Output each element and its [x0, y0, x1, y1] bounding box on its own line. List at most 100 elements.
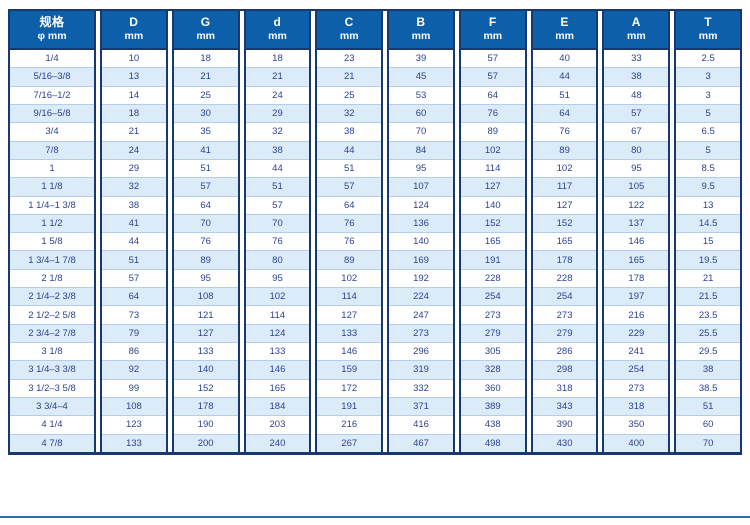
table-cell: 44 [245, 159, 310, 179]
table-cell: 107 [389, 178, 453, 197]
spec-table: 规格 φ mm 1/4 5/16–3/8 7/16–1/2 9/16–5/8 3/4 7/8 1… [8, 9, 743, 455]
table-cell: 14 [102, 86, 166, 105]
table-cell: 146 [245, 361, 310, 380]
table-cell: 389 [460, 397, 525, 417]
table-cell: 286 [532, 343, 597, 362]
table-cell: 254 [604, 361, 669, 380]
table-cell: 169 [389, 251, 453, 270]
table-cell: 60 [676, 416, 741, 435]
table-cell: 57 [460, 68, 525, 87]
table-cell: 32 [102, 178, 166, 197]
table-cell: 89 [460, 123, 525, 142]
table-cell: 73 [102, 306, 166, 325]
table-cell: 122 [604, 196, 669, 215]
table-cell: 23.5 [676, 306, 741, 325]
table-cell: 33 [604, 50, 669, 69]
table-cell: 51 [102, 251, 166, 270]
table-cell: 5 [676, 141, 741, 160]
table-cell: 21.5 [676, 288, 741, 307]
table-cell: 133 [102, 434, 166, 452]
table-cell: 25 [173, 86, 238, 105]
table-cell: 44 [102, 233, 166, 252]
spec-cell: 3 1/8 [10, 343, 94, 362]
table-cell: 32 [245, 123, 310, 142]
table-cell: 192 [389, 269, 453, 289]
table-cell: 197 [604, 288, 669, 307]
table-cell: 45 [389, 68, 453, 87]
spec-cell: 2 1/2–2 5/8 [10, 306, 94, 325]
spec-cell: 7/16–1/2 [10, 86, 94, 105]
table-cell: 32 [317, 104, 382, 124]
column-header-label: d [273, 15, 282, 30]
table-cell: 3 [676, 86, 741, 105]
table-cell: 24 [102, 141, 166, 160]
spec-cell: 2 1/8 [10, 269, 94, 289]
table-cell: 5 [676, 104, 741, 124]
table-cell: 140 [460, 196, 525, 215]
table-cell: 86 [102, 343, 166, 362]
table-cell: 159 [317, 361, 382, 380]
table-cell: 19.5 [676, 251, 741, 270]
table-cell: 400 [604, 434, 669, 452]
column-header-unit: mm [339, 30, 359, 43]
table-cell: 241 [604, 343, 669, 362]
table-cell: 254 [460, 288, 525, 307]
spec-cell: 3 1/4–3 3/8 [10, 361, 94, 380]
table-cell: 57 [245, 196, 310, 215]
table-cell: 51 [245, 178, 310, 197]
table-cell: 390 [532, 416, 597, 435]
table-cell: 10 [102, 50, 166, 69]
table-cell: 57 [317, 178, 382, 197]
table-cell: 39 [389, 50, 453, 69]
table-cell: 80 [245, 251, 310, 270]
table-cell: 80 [604, 141, 669, 160]
table-cell: 127 [173, 324, 238, 343]
table-cell: 38.5 [676, 379, 741, 398]
table-cell: 191 [460, 251, 525, 270]
table-cell: 70 [676, 434, 741, 452]
spec-cell: 1 3/4–1 7/8 [10, 251, 94, 270]
table-cell: 53 [389, 86, 453, 105]
table-cell: 89 [532, 141, 597, 160]
table-cell: 165 [532, 233, 597, 252]
spec-cell: 4 1/4 [10, 416, 94, 435]
table-cell: 332 [389, 379, 453, 398]
table-cell: 3 [676, 68, 741, 87]
table-cell: 41 [102, 214, 166, 234]
table-cell: 273 [532, 306, 597, 325]
column-header-unit: mm [698, 30, 718, 43]
table-cell: 137 [604, 214, 669, 234]
column-panel-3: d mm 18 21 24 29 32 38 44 51 57 70 76 80 95 102 114 124 13… [243, 11, 312, 452]
table-cell: 467 [389, 434, 453, 452]
table-cell: 95 [173, 269, 238, 289]
table-cell: 89 [173, 251, 238, 270]
table-cell: 273 [460, 306, 525, 325]
table-cell: 108 [102, 397, 166, 417]
column-header-unit: mm [124, 30, 144, 43]
table-cell: 13 [676, 196, 741, 215]
table-cell: 79 [102, 324, 166, 343]
table-cell: 191 [317, 397, 382, 417]
table-cell: 136 [389, 214, 453, 234]
column-header-label: G [200, 15, 211, 30]
table-cell: 133 [317, 324, 382, 343]
column-header-unit: mm [555, 30, 574, 43]
spec-cell: 9/16–5/8 [10, 104, 94, 124]
table-cell: 102 [460, 141, 525, 160]
table-cell: 14.5 [676, 214, 741, 234]
table-cell: 76 [173, 233, 238, 252]
table-cell: 64 [102, 288, 166, 307]
table-cell: 18 [102, 104, 166, 124]
column-header-label: T [704, 15, 713, 30]
table-cell: 64 [532, 104, 597, 124]
spec-cell: 7/8 [10, 141, 94, 160]
table-cell: 99 [102, 379, 166, 398]
table-cell: 51 [532, 86, 597, 105]
table-cell: 60 [389, 104, 453, 124]
table-cell: 89 [317, 251, 382, 270]
table-cell: 228 [460, 269, 525, 289]
